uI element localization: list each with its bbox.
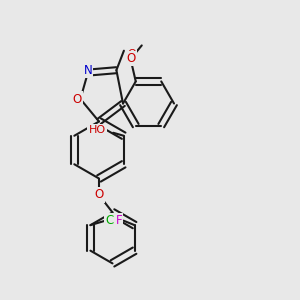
Text: O: O xyxy=(127,50,136,59)
Text: O: O xyxy=(94,188,103,202)
Text: O: O xyxy=(72,92,81,106)
Text: Cl: Cl xyxy=(105,214,117,227)
Text: N: N xyxy=(83,64,92,77)
Text: O: O xyxy=(127,52,136,65)
Text: HO: HO xyxy=(88,125,106,135)
Text: F: F xyxy=(116,214,122,227)
